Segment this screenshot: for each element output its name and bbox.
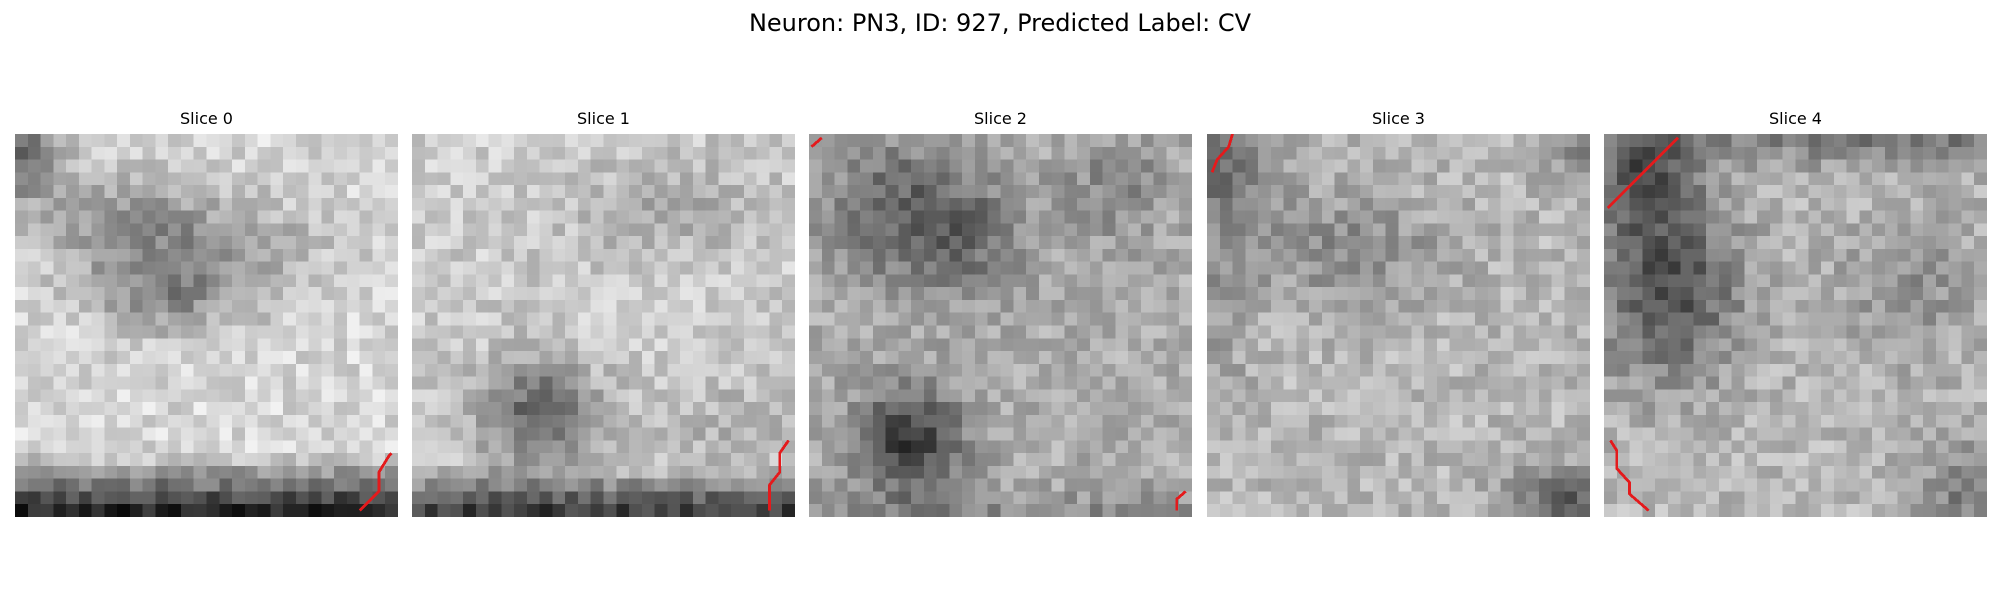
slice-title-1: Slice 1 (577, 109, 630, 128)
slice-image-2 (809, 134, 1192, 517)
slice-title-2: Slice 2 (974, 109, 1027, 128)
contour-line (810, 136, 823, 148)
slice-image-0 (15, 134, 398, 517)
contour-line (358, 452, 393, 512)
slice-image-3 (1207, 134, 1590, 517)
slice-image-1 (412, 134, 795, 517)
contour-line (1175, 490, 1187, 511)
contour-line (1210, 134, 1234, 173)
slice-title-0: Slice 0 (180, 109, 233, 128)
contour-line (1606, 136, 1680, 210)
slice-title-3: Slice 3 (1372, 109, 1425, 128)
figure-suptitle: Neuron: PN3, ID: 927, Predicted Label: C… (748, 9, 1252, 37)
contour-line (1609, 439, 1650, 512)
slice-image-4 (1604, 134, 1987, 517)
contour-line (768, 439, 790, 511)
slice-title-4: Slice 4 (1769, 109, 1822, 128)
